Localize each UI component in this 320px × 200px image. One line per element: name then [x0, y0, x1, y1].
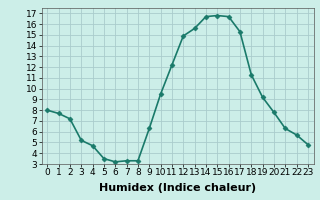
X-axis label: Humidex (Indice chaleur): Humidex (Indice chaleur): [99, 183, 256, 193]
